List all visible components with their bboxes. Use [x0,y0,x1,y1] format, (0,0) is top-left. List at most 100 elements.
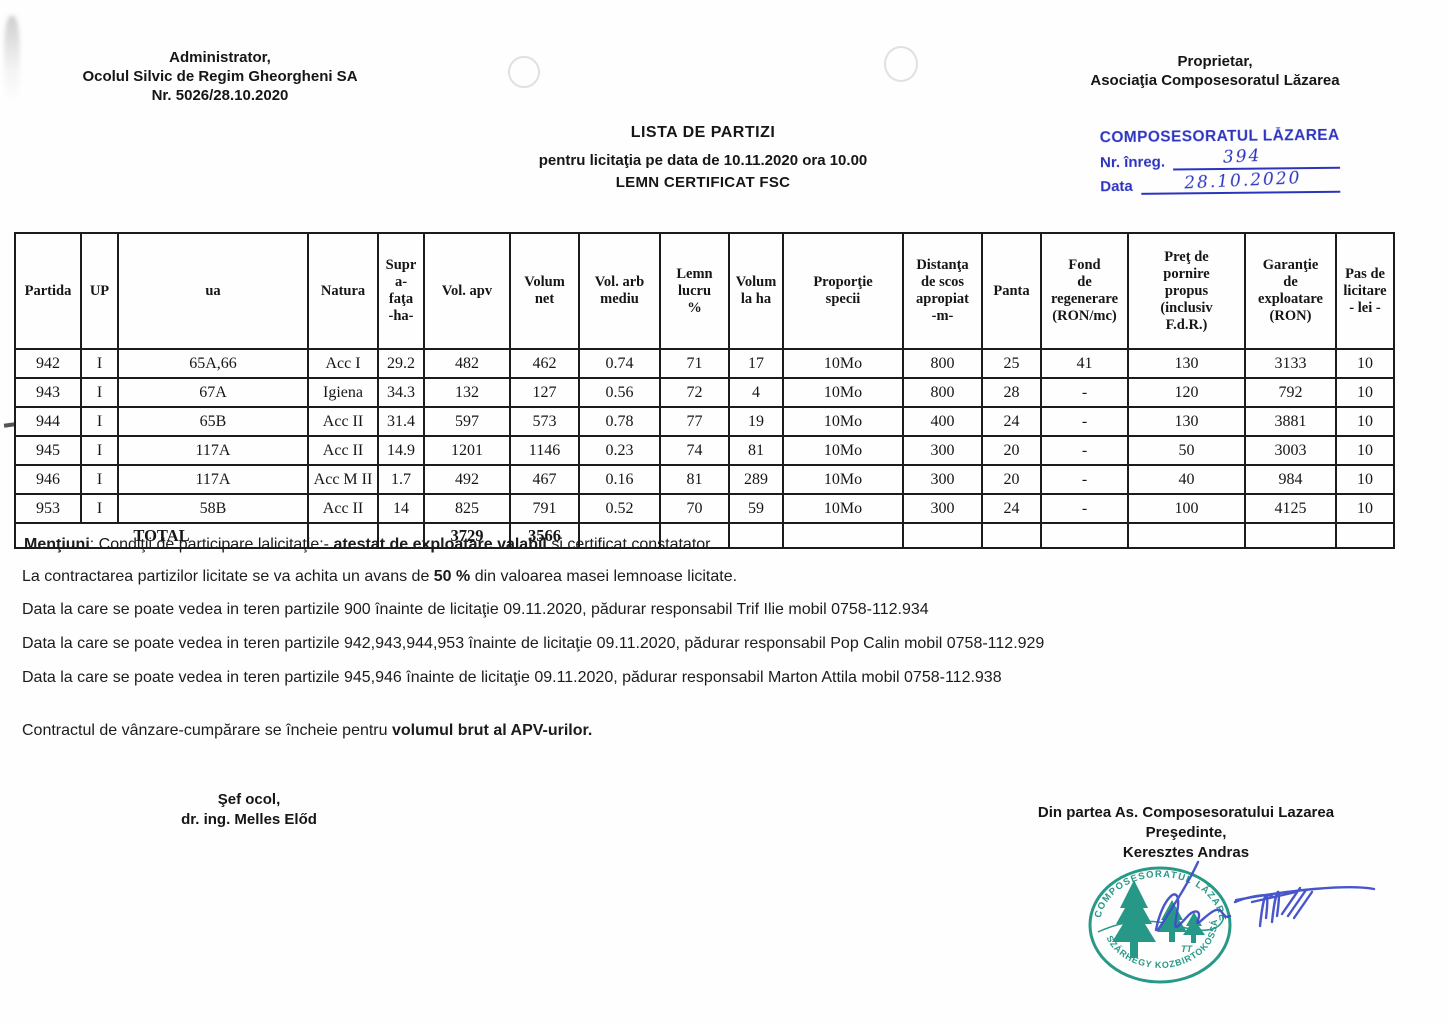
table-cell: 29.2 [377,348,425,379]
table-cell: 0.23 [578,435,661,466]
signature-right-name: Keresztes Andras [1122,844,1250,861]
column-header: Vol. arb mediu [578,232,661,350]
table-cell: 942 [14,348,82,379]
table-cell: 24 [981,493,1042,524]
table-total-row: TOTAL 3729 3566 [14,522,1395,549]
table-cell: 1201 [423,435,511,466]
visit-line-3: Data la care se poate vedea in teren par… [22,669,1002,686]
owner-label: Proprietar, [1177,53,1253,70]
owner-block: Proprietar, Asociaţia Composesoratul Lăz… [1040,52,1390,90]
table-cell: Acc II [307,435,379,466]
table-cell: 77 [659,406,730,437]
table-cell: - [1040,406,1129,437]
mentiuni-label: Menţiuni [24,536,90,553]
column-header: Volum la ha [728,232,784,350]
table-row: 942 I 65A,66 Acc I 29.2 482 462 0.74 71 17 10Mo 800… [14,348,1395,379]
administrator-block: Administrator, Ocolul Silvic de Regim Gh… [55,48,385,105]
table-row: 953 I 58B Acc II 14 825 791 0.52 70 59 10Mo 300 24-1… [14,493,1395,524]
column-header: Supr a- faţa -ha- [377,232,425,350]
table-cell: 19 [728,406,784,437]
table-cell: 81 [728,435,784,466]
table-cell: 3003 [1244,435,1337,466]
table-cell: 34.3 [377,377,425,408]
table-row: 944 I 65B Acc II 31.4 597 573 0.78 77 19 10Mo 400 24… [14,406,1395,437]
table-cell: Acc M II [307,464,379,495]
table-cell: I [80,406,119,437]
table-cell: 24 [981,406,1042,437]
round-stamp: COMPOSESORATUL LĂZAREA SZÁRHEGY KOZBIRTO… [1086,864,1232,984]
visit-line-1: Data la care se poate vedea in teren par… [22,601,929,618]
total-empty-cell [1335,522,1395,549]
table-cell: 945 [14,435,82,466]
table-cell: 117A [117,464,309,495]
total-empty-cell [782,522,904,549]
visit-line-2: Data la care se poate vedea in teren par… [22,635,1045,652]
table-cell: 10 [1335,348,1395,379]
column-header: Proporţie specii [782,232,904,350]
column-header: UP [80,232,119,350]
table-cell: 14.9 [377,435,425,466]
page-title: LISTA DE PARTIZI [630,124,776,141]
table-cell: 10 [1335,435,1395,466]
registry-date-line: 28.10.2020 [1140,168,1341,195]
mentiuni-bold-condition: atestat de exploatare valabil [333,536,547,553]
column-header: Volum net [509,232,580,350]
table-cell: 132 [423,377,511,408]
table-cell: 10Mo [782,435,904,466]
total-empty-cell [659,522,730,549]
total-empty-cell [1244,522,1337,549]
table-cell: 3881 [1244,406,1337,437]
table-cell: 40 [1127,464,1246,495]
table-cell: 4125 [1244,493,1337,524]
table-cell: I [80,493,119,524]
total-value: 3729 [423,522,511,549]
table-cell: 117A [117,435,309,466]
table-cell: 300 [902,435,983,466]
table-cell: 25 [981,348,1042,379]
signature-left-name: dr. ing. Melles Előd [181,811,317,828]
column-header: Fond de regenerare (RON/mc) [1040,232,1129,350]
total-empty-cell [1127,522,1246,549]
registry-stamp: COMPOSESORATUL LĂZAREA Nr. înreg. 394 Da… [1099,127,1341,195]
signature-right-block: Din partea As. Composesoratului Lazarea … [990,803,1382,863]
total-empty-cell [728,522,784,549]
column-header: Preţ de pornire propus (inclusiv F.d.R.) [1127,232,1246,350]
table-cell: 72 [659,377,730,408]
avans-text: La contractarea partizilor licitate se v… [22,568,434,585]
table-cell: 800 [902,348,983,379]
table-cell: I [80,435,119,466]
table-cell: 71 [659,348,730,379]
table-cell: 28 [981,377,1042,408]
title-block: LISTA DE PARTIZI pentru licitaţia pe dat… [403,124,1003,191]
table-row: 946 I 117A Acc M II 1.7 492 467 0.16 81 289 10Mo 30… [14,464,1395,495]
contract-text: Contractul de vânzare-cumpărare se înche… [22,722,392,739]
table-cell: 462 [509,348,580,379]
column-header: Distanţa de scos apropiat -m- [902,232,983,350]
administrator-label: Administrator, [169,49,271,66]
table-cell: 467 [509,464,580,495]
table-cell: 10 [1335,406,1395,437]
table-cell: 20 [981,464,1042,495]
table-cell: Acc II [307,493,379,524]
table-cell: 100 [1127,493,1246,524]
table-cell: 130 [1127,348,1246,379]
table-cell: 17 [728,348,784,379]
registry-number-value: 394 [1222,145,1262,168]
table-cell: - [1040,493,1129,524]
total-label: TOTAL [14,522,309,549]
registry-stamp-date-row: Data 28.10.2020 [1100,168,1341,195]
avans-text-tail: din valoarea masei lemnoase licitate. [470,568,738,585]
table-cell: 0.74 [578,348,661,379]
mentiuni-line: Menţiuni: Condiţii de participare lalici… [24,536,711,554]
signature-right-org: Din partea As. Composesoratului Lazarea [1037,804,1335,821]
table-cell: 946 [14,464,82,495]
owner-org: Asociaţia Composesoratul Lăzarea [1090,72,1340,89]
total-empty-cell [1040,522,1129,549]
table-cell: 10Mo [782,348,904,379]
contract-line: Contractul de vânzare-cumpărare se înche… [22,722,592,740]
table-cell: 67A [117,377,309,408]
table-cell: 400 [902,406,983,437]
registry-number-label: Nr. înreg. [1099,153,1166,172]
table-cell: 1146 [509,435,580,466]
